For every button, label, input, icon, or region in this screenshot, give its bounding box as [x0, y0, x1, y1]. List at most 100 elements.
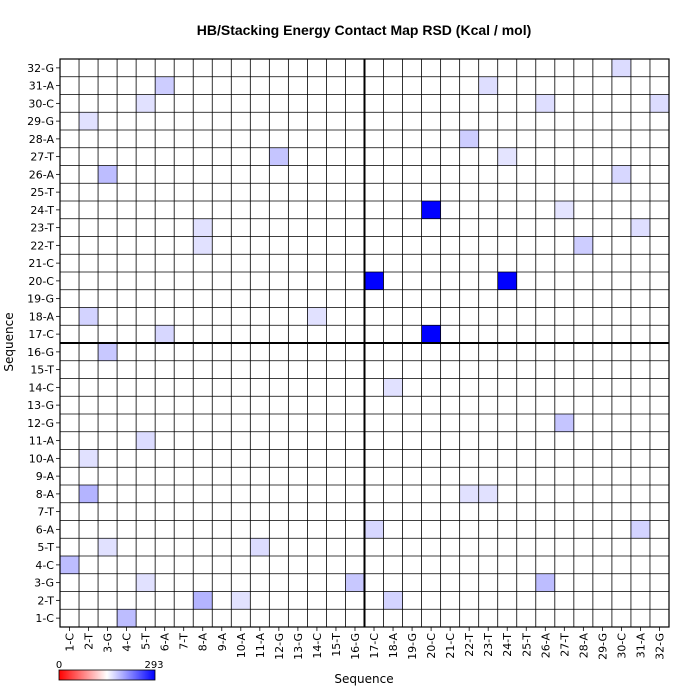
y-tick-label: 12-G	[27, 417, 54, 430]
y-tick-label: 6-A	[36, 523, 55, 536]
y-tick-label: 14-C	[28, 381, 54, 394]
heatmap-cell	[611, 59, 631, 77]
x-tick-label: 27-T	[558, 633, 571, 657]
y-tick-label: 20-C	[28, 275, 54, 288]
y-tick-label: 25-T	[30, 186, 54, 199]
x-tick-label: 28-A	[577, 633, 590, 659]
heatmap-cell	[79, 449, 99, 468]
y-tick-label: 5-T	[37, 541, 54, 554]
y-tick-label: 32-G	[27, 62, 54, 75]
heatmap-cell	[421, 325, 441, 343]
heatmap-cell	[497, 147, 517, 166]
y-tick-label: 23-T	[30, 222, 54, 235]
x-tick-label: 26-A	[539, 633, 552, 659]
y-tick-label: 19-G	[27, 293, 54, 306]
x-tick-label: 13-G	[292, 633, 305, 660]
heatmap-cell	[193, 591, 213, 610]
heatmap-cell	[136, 94, 156, 113]
x-tick-label: 12-G	[273, 633, 286, 660]
heatmap-cell	[155, 76, 175, 95]
heatmap-cell	[630, 520, 650, 539]
heatmap-cell	[117, 609, 137, 627]
heatmap-cell	[79, 307, 99, 326]
y-tick-label: 10-A	[29, 452, 55, 465]
x-tick-label: 5-T	[140, 633, 153, 650]
heatmap-cell	[364, 520, 384, 539]
x-tick-label: 32-G	[653, 633, 666, 660]
heatmap-cell	[554, 414, 574, 432]
heatmap-cell	[383, 378, 403, 397]
y-tick-label: 29-G	[27, 115, 54, 128]
x-tick-labels: 1-C 2-T 3-G 4-C 5-T 6-A 7-T 8-A 9-A 10-A 11-A 12-G 1…	[64, 627, 666, 660]
color-scale-min-label: 0	[56, 660, 62, 671]
heatmap-cell	[231, 591, 251, 610]
heatmap-cell	[98, 343, 118, 361]
heatmap-cell	[459, 130, 479, 148]
x-tick-label: 14-C	[311, 633, 324, 659]
heatmap-cell	[573, 236, 593, 255]
x-tick-label: 15-T	[330, 633, 343, 657]
y-axis-title: Sequence	[2, 312, 16, 371]
color-scale-max-label: 293	[144, 660, 163, 671]
y-tick-label: 17-C	[28, 328, 54, 341]
x-tick-label: 4-C	[121, 633, 134, 652]
x-tick-label: 25-T	[520, 633, 533, 657]
y-tick-label: 13-G	[27, 399, 54, 412]
x-tick-label: 18-A	[387, 633, 400, 659]
heatmap-cell	[79, 485, 99, 503]
heatmap-grid	[59, 58, 670, 628]
heatmap-cell	[98, 538, 118, 556]
y-tick-label: 26-A	[29, 168, 55, 181]
heatmap-cell	[98, 165, 118, 184]
y-tick-label: 30-C	[28, 97, 54, 110]
x-tick-label: 20-C	[425, 633, 438, 659]
x-tick-label: 10-A	[235, 633, 248, 659]
x-tick-label: 29-G	[596, 633, 609, 660]
x-axis-title: Sequence	[334, 672, 393, 686]
heatmap-cell	[307, 307, 327, 326]
y-tick-label: 15-T	[30, 364, 54, 377]
heatmap-cell	[611, 165, 631, 184]
heatmap-cell	[155, 325, 175, 343]
x-tick-label: 19-G	[406, 633, 419, 660]
x-tick-label: 7-T	[178, 633, 191, 650]
y-tick-label: 22-T	[30, 239, 54, 252]
y-tick-label: 11-A	[29, 435, 55, 448]
plot-frame	[59, 58, 670, 628]
x-tick-label: 3-G	[102, 633, 115, 653]
heatmap-cell	[136, 431, 156, 450]
x-tick-label: 1-C	[64, 633, 77, 652]
y-tick-labels: 1-C 2-T 3-G 4-C 5-T 6-A 7-T 8-A 9-A 10-A 11-A 12-G 1…	[27, 62, 60, 625]
heatmap-cell	[60, 556, 80, 574]
heatmap-cell	[535, 94, 555, 113]
x-tick-label: 23-T	[482, 633, 495, 657]
y-tick-label: 27-T	[30, 151, 54, 164]
x-tick-label: 11-A	[254, 633, 267, 659]
y-tick-label: 28-A	[29, 133, 55, 146]
heatmap-cell	[649, 94, 669, 113]
heatmap-cell	[421, 201, 441, 219]
x-tick-label: 24-T	[501, 633, 514, 657]
heatmap-cell	[554, 201, 574, 219]
heatmap-cell	[79, 112, 99, 130]
y-tick-label: 4-C	[35, 559, 54, 572]
y-tick-label: 24-T	[30, 204, 54, 217]
heatmap-cell	[136, 573, 156, 592]
heatmap-cell	[364, 272, 384, 290]
x-tick-label: 9-A	[216, 633, 229, 652]
chart-title: HB/Stacking Energy Contact Map RSD (Kcal…	[197, 22, 532, 38]
heatmap-cell	[497, 272, 517, 290]
x-tick-label: 31-A	[634, 633, 647, 659]
y-tick-label: 16-G	[27, 346, 54, 359]
y-tick-label: 31-A	[29, 80, 55, 93]
heatmap-cell	[193, 218, 213, 237]
y-tick-label: 18-A	[29, 310, 55, 323]
x-tick-label: 30-C	[615, 633, 628, 659]
heatmap-cell	[383, 591, 403, 610]
y-tick-label: 8-A	[36, 488, 55, 501]
y-tick-label: 1-C	[35, 612, 54, 625]
x-tick-label: 21-C	[444, 633, 457, 659]
heatmap-cell	[630, 218, 650, 237]
heatmap-cell	[345, 573, 365, 592]
